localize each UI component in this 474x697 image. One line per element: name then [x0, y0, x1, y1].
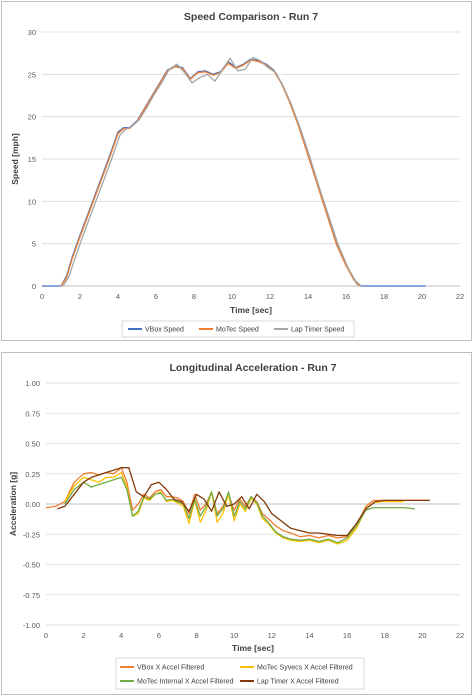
series-line — [62, 56, 362, 287]
series-line — [60, 59, 360, 287]
y-tick-label: -0.25 — [23, 530, 40, 539]
chart-title: Longitudinal Acceleration - Run 7 — [169, 362, 336, 374]
acceleration-chart-svg: Longitudinal Acceleration - Run 7 1.00 0.7… — [8, 362, 464, 690]
x-tick-label: 4 — [119, 631, 123, 640]
y-tick-label: 0.50 — [25, 440, 40, 449]
x-tick-label: 14 — [305, 631, 313, 640]
legend-box — [115, 657, 365, 690]
y-axis-title: Speed [mph] — [10, 133, 20, 185]
series-line — [64, 476, 415, 544]
x-tick-label: 22 — [456, 292, 464, 301]
series-line — [57, 467, 430, 537]
y-tick-label: -0.50 — [23, 561, 40, 570]
x-tick-label: 10 — [228, 292, 236, 301]
x-tick-label: 20 — [418, 292, 426, 301]
legend-label: MoTec Internal X Accel Filtered — [137, 679, 234, 686]
x-tick-label: 20 — [418, 631, 426, 640]
x-axis-title: Time [sec] — [230, 305, 272, 315]
y-tick-label: 5 — [32, 240, 36, 249]
x-tick-label: 8 — [194, 631, 198, 640]
x-tick-label: 16 — [342, 292, 350, 301]
series-line — [45, 467, 430, 539]
y-tick-label: 15 — [28, 155, 36, 164]
legend-label: MoTec Syvecs X Accel Filtered — [257, 665, 353, 672]
legend-label: VBox X Accel Filtered — [137, 665, 204, 672]
legend-label: Lap Timer X Accel Filtered — [257, 679, 339, 686]
y-tick-label: 10 — [28, 197, 36, 206]
x-tick-label: 16 — [343, 631, 351, 640]
x-tick-label: 2 — [78, 292, 82, 301]
y-tick-label: 0.75 — [25, 409, 40, 418]
y-tick-label: 30 — [28, 28, 36, 37]
y-tick-label: -0.75 — [23, 591, 40, 600]
x-tick-label: 18 — [381, 631, 389, 640]
x-tick-label: 0 — [40, 292, 44, 301]
speed-chart-panel: Speed Comparison - Run 7 0 5 10 15 20 25 30 0 2 4 6… — [1, 1, 472, 341]
x-tick-label: 2 — [82, 631, 86, 640]
legend-label: Lap Timer Speed — [291, 327, 344, 334]
x-tick-label: 22 — [456, 631, 464, 640]
x-tick-label: 12 — [266, 292, 274, 301]
y-tick-label: 20 — [28, 113, 36, 122]
y-tick-label: 0 — [32, 282, 36, 291]
y-tick-label: 0.00 — [25, 500, 40, 509]
x-tick-label: 12 — [268, 631, 276, 640]
legend-box — [121, 320, 355, 338]
x-tick-label: 14 — [304, 292, 312, 301]
x-tick-label: 4 — [116, 292, 120, 301]
x-tick-label: 18 — [380, 292, 388, 301]
speed-chart-svg: Speed Comparison - Run 7 0 5 10 15 20 25 30 0 2 4 6… — [10, 11, 464, 338]
x-tick-label: 10 — [230, 631, 238, 640]
series-line — [64, 471, 404, 545]
series-line — [42, 58, 426, 287]
legend-label: MoTec Speed — [216, 327, 259, 334]
chart-title: Speed Comparison - Run 7 — [184, 11, 318, 23]
y-tick-label: 1.00 — [25, 379, 40, 388]
acceleration-chart-panel: Longitudinal Acceleration - Run 7 1.00 0.7… — [1, 352, 472, 695]
x-tick-label: 6 — [157, 631, 161, 640]
y-tick-label: -1.00 — [23, 621, 40, 630]
y-axis-title: Acceleration [g] — [8, 472, 18, 536]
y-tick-label: 25 — [28, 70, 36, 79]
legend-label: VBox Speed — [145, 327, 184, 334]
x-tick-label: 6 — [154, 292, 158, 301]
x-axis-title: Time [sec] — [232, 643, 274, 653]
x-tick-label: 8 — [192, 292, 196, 301]
y-tick-label: 0.25 — [25, 470, 40, 479]
x-tick-label: 0 — [44, 631, 48, 640]
